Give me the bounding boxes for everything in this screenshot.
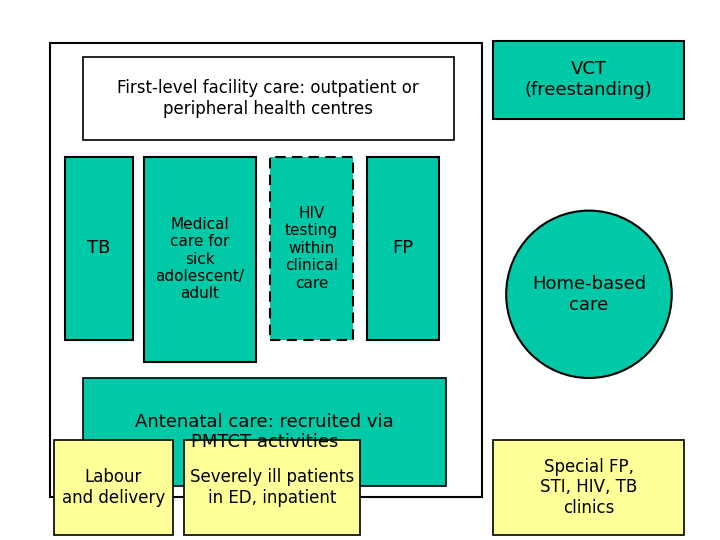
Text: FP: FP: [392, 239, 414, 258]
Text: Antenatal care: recruited via
PMTCT activities: Antenatal care: recruited via PMTCT acti…: [135, 413, 394, 451]
FancyBboxPatch shape: [50, 43, 482, 497]
Text: TB: TB: [87, 239, 111, 258]
FancyBboxPatch shape: [83, 378, 446, 486]
Text: Medical
care for
sick
adolescent/
adult: Medical care for sick adolescent/ adult: [156, 217, 244, 301]
Text: Special FP,
STI, HIV, TB
clinics: Special FP, STI, HIV, TB clinics: [540, 457, 637, 517]
FancyBboxPatch shape: [493, 40, 684, 119]
Text: Severely ill patients
in ED, inpatient: Severely ill patients in ED, inpatient: [189, 468, 354, 507]
Text: VCT
(freestanding): VCT (freestanding): [525, 60, 652, 99]
Text: First-level facility care: outpatient or
peripheral health centres: First-level facility care: outpatient or…: [117, 79, 419, 118]
FancyBboxPatch shape: [367, 157, 439, 340]
FancyBboxPatch shape: [144, 157, 256, 362]
Ellipse shape: [506, 211, 672, 378]
FancyBboxPatch shape: [184, 440, 360, 535]
FancyBboxPatch shape: [493, 440, 684, 535]
FancyBboxPatch shape: [65, 157, 133, 340]
Text: Labour
and delivery: Labour and delivery: [62, 468, 165, 507]
FancyBboxPatch shape: [83, 57, 454, 140]
Text: Home-based
care: Home-based care: [532, 275, 646, 314]
FancyBboxPatch shape: [270, 157, 353, 340]
FancyBboxPatch shape: [54, 440, 173, 535]
Text: HIV
testing
within
clinical
care: HIV testing within clinical care: [285, 206, 338, 291]
